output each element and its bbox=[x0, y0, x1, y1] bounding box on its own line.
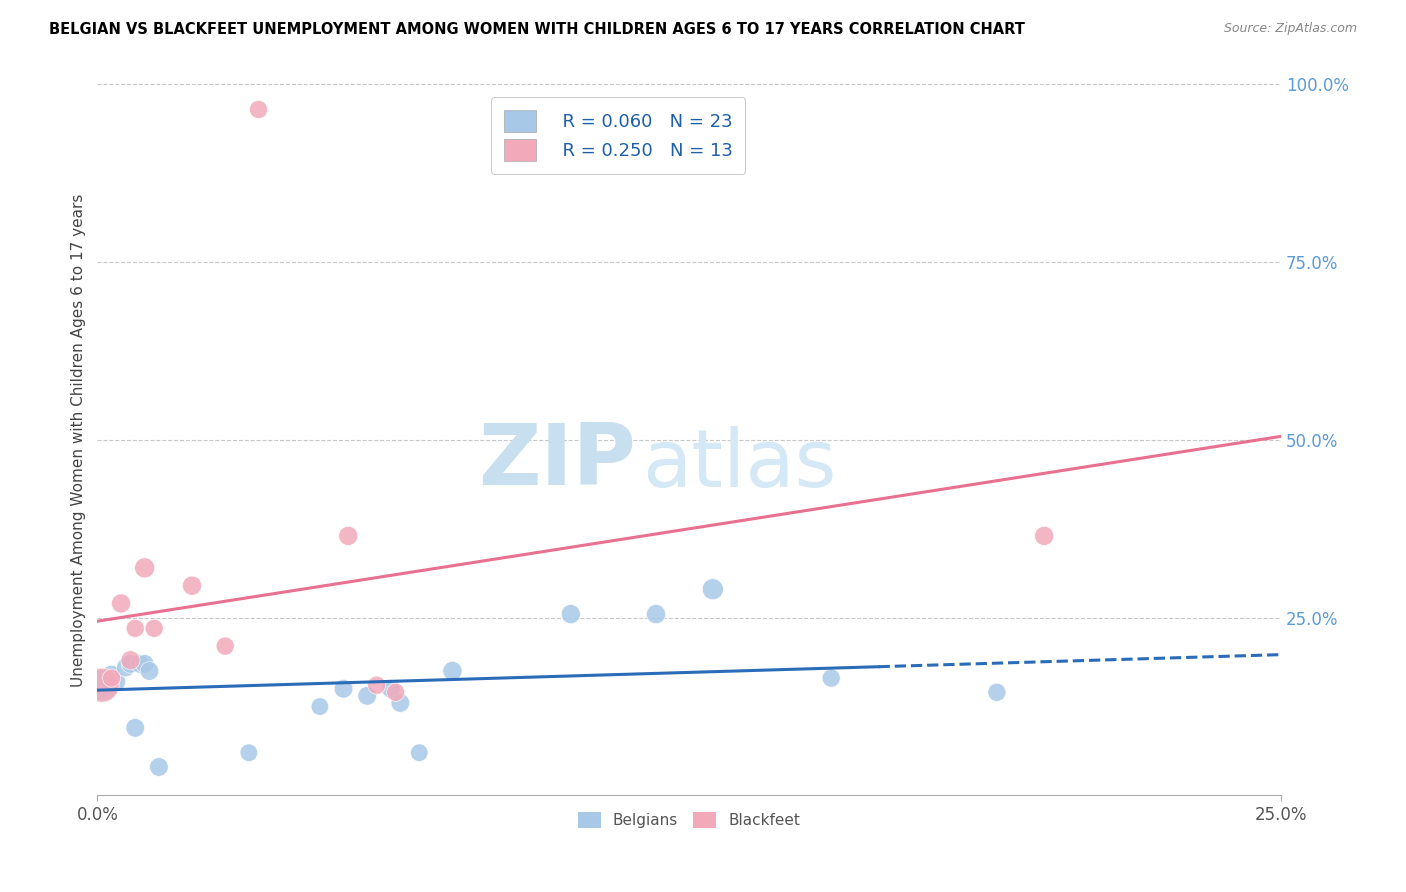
Point bbox=[120, 653, 142, 667]
Text: Source: ZipAtlas.com: Source: ZipAtlas.com bbox=[1223, 22, 1357, 36]
Point bbox=[134, 657, 156, 671]
Legend: Belgians, Blackfeet: Belgians, Blackfeet bbox=[572, 805, 807, 834]
Point bbox=[114, 660, 136, 674]
Point bbox=[389, 696, 412, 710]
Point bbox=[105, 674, 128, 689]
Point bbox=[124, 621, 146, 635]
Point bbox=[560, 607, 582, 621]
Point bbox=[148, 760, 170, 774]
Point bbox=[337, 529, 360, 543]
Point bbox=[100, 671, 122, 685]
Point bbox=[1033, 529, 1056, 543]
Point bbox=[384, 685, 406, 699]
Point bbox=[702, 582, 724, 597]
Point bbox=[820, 671, 842, 685]
Point bbox=[408, 746, 430, 760]
Point bbox=[110, 596, 132, 610]
Text: BELGIAN VS BLACKFEET UNEMPLOYMENT AMONG WOMEN WITH CHILDREN AGES 6 TO 17 YEARS C: BELGIAN VS BLACKFEET UNEMPLOYMENT AMONG … bbox=[49, 22, 1025, 37]
Point bbox=[214, 639, 236, 653]
Point bbox=[380, 681, 402, 696]
Point bbox=[129, 657, 152, 671]
Point bbox=[356, 689, 378, 703]
Point bbox=[91, 678, 114, 692]
Point bbox=[138, 664, 160, 678]
Point bbox=[238, 746, 260, 760]
Point bbox=[120, 657, 142, 671]
Point bbox=[91, 678, 114, 692]
Point bbox=[309, 699, 332, 714]
Point bbox=[332, 681, 354, 696]
Point bbox=[247, 103, 270, 117]
Point bbox=[441, 664, 464, 678]
Point bbox=[366, 678, 388, 692]
Text: atlas: atlas bbox=[641, 425, 837, 504]
Text: ZIP: ZIP bbox=[478, 420, 636, 503]
Point bbox=[134, 561, 156, 575]
Point bbox=[100, 667, 122, 681]
Point bbox=[124, 721, 146, 735]
Point bbox=[986, 685, 1008, 699]
Y-axis label: Unemployment Among Women with Children Ages 6 to 17 years: Unemployment Among Women with Children A… bbox=[72, 194, 86, 687]
Point bbox=[143, 621, 166, 635]
Point bbox=[645, 607, 668, 621]
Point bbox=[181, 579, 204, 593]
